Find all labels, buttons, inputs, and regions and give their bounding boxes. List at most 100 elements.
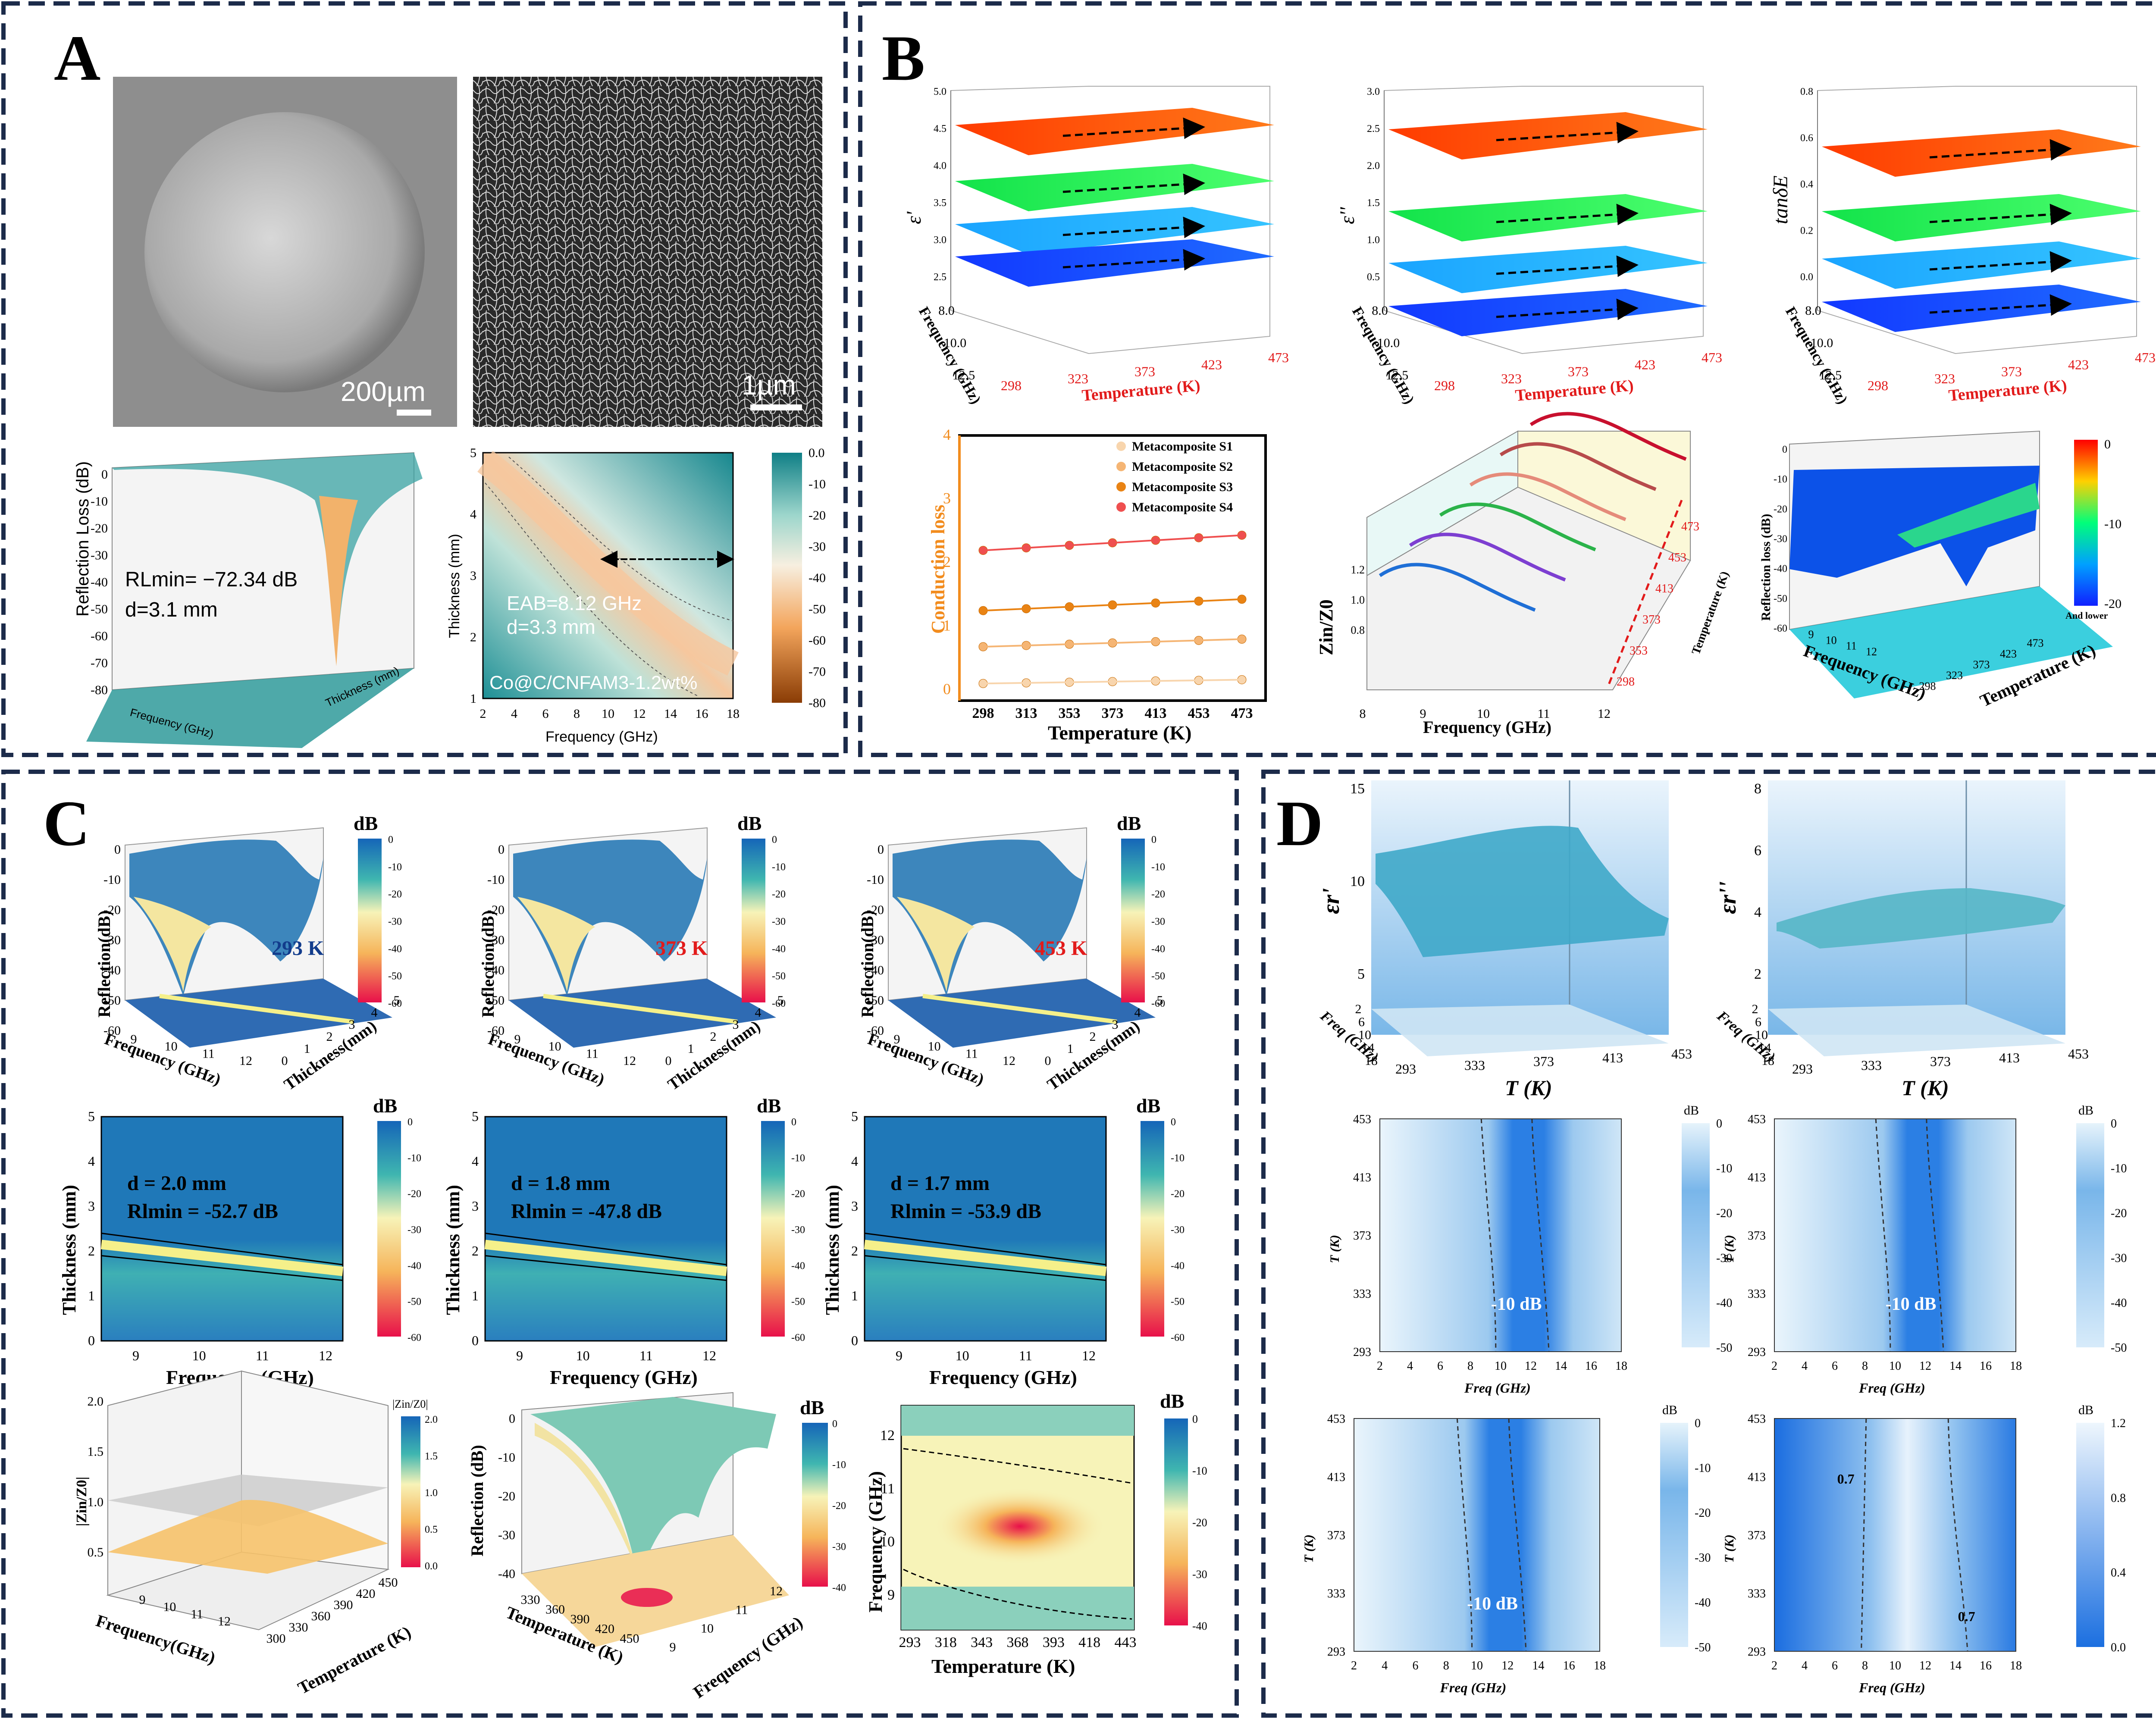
a-contour-xtick: 16 <box>696 707 708 721</box>
c-map-xtick: 443 <box>1115 1634 1137 1650</box>
d-freq3d-tick: 2 <box>1752 1002 1758 1016</box>
d-t3d-tick: 333 <box>1861 1057 1882 1073</box>
c-row1-ftick: 12 <box>1003 1054 1015 1068</box>
c-row2-cbar-tick: -50 <box>1171 1296 1185 1308</box>
c-z3d-ztick: 0.5 <box>88 1545 104 1559</box>
c-contour-2: d = 1.8 mm Rlmin = -47.8 dB Thickness (mm)… <box>442 1095 805 1388</box>
b-freq-tick: 8.0 <box>1372 304 1388 318</box>
d-map-cbar-tick: -50 <box>1695 1641 1711 1654</box>
b-rl-ytick: -20 <box>1774 504 1787 515</box>
c-z3d-cbar-tick: 2.0 <box>425 1414 438 1425</box>
b-plot-ytick: 0.6 <box>1800 133 1813 144</box>
panel-d-border <box>1261 770 2156 1718</box>
d-freq3d-tick: 6 <box>1755 1015 1761 1029</box>
d-t3d-label: T (K) <box>1505 1076 1552 1100</box>
c-row2-colorbar <box>1141 1121 1164 1337</box>
b-layer-arrow <box>1062 249 1205 271</box>
c-row1-ytick: -60 <box>103 1024 121 1038</box>
b-plot-ytick: 0.2 <box>1800 225 1813 237</box>
c-row1-ttick: 2 <box>326 1030 333 1044</box>
c-row2-d: d = 2.0 mm <box>127 1172 226 1195</box>
d-map-xtick: 8 <box>1862 1659 1868 1672</box>
b-plot-ytick: 0.5 <box>1367 272 1380 283</box>
d-map-1: -10 dB T (K) 453 413 373 333 293 2 4 6 8 10 12 14 16 18… <box>1328 1103 1732 1396</box>
c-row1-cbar-tick: -50 <box>388 971 402 982</box>
a-contour-ytick: 1 <box>470 692 476 706</box>
a-cbar-tick: -50 <box>808 602 826 617</box>
a-rl3d-ytick: -10 <box>91 495 108 509</box>
c-map-xlabel: Temperature (K) <box>931 1655 1075 1677</box>
d-map-cbar-tick: 0.4 <box>2111 1566 2126 1580</box>
c-rl3d-band <box>543 994 738 1024</box>
b-plot-ytick: 4.5 <box>934 123 946 135</box>
a-rl3d-ytick: -80 <box>91 683 108 697</box>
b-cond-xtick: 453 <box>1188 705 1210 721</box>
d-map-xlabel: Freq (GHz) <box>1858 1680 1925 1695</box>
a-contour-ytick: 5 <box>470 446 476 460</box>
b-rl-ttick: 298 <box>1919 680 1936 692</box>
b-layer-arrow <box>1929 204 2072 225</box>
c-row1-ftick: 12 <box>239 1054 252 1068</box>
c-row2-xtick: 11 <box>256 1348 269 1363</box>
c-row1-ytick: -30 <box>103 933 121 947</box>
c-row2-ytick: 4 <box>88 1153 95 1169</box>
d-map-xtick: 12 <box>1501 1659 1514 1672</box>
d-map-ytick: 333 <box>1748 1287 1766 1301</box>
c-z3d-ttick: 390 <box>334 1598 353 1612</box>
d-map-xtick: 8 <box>1467 1359 1473 1373</box>
c-rl3d-cbar-tick: -20 <box>832 1500 846 1512</box>
c-row1-temp: 373 K <box>655 937 708 960</box>
d-eps-ytick: 10 <box>1350 874 1365 889</box>
a-rl3d-ytick: -40 <box>91 575 108 589</box>
b-freq-label: Frequency (GHz) <box>1349 304 1417 407</box>
c-row2-cbar-tick: -10 <box>1171 1152 1185 1164</box>
c-map-ytick: 12 <box>880 1428 895 1443</box>
b-rl-ytick: 0 <box>1782 444 1787 455</box>
b-plot-ytick: 3.5 <box>934 197 946 209</box>
c-row1-ttick: 1 <box>1067 1042 1074 1056</box>
c-z3d-cbar-tick: 1.5 <box>425 1451 438 1462</box>
d-freq3d-tick: 14 <box>1362 1041 1375 1055</box>
c-row1-cbar-tick: -40 <box>772 943 786 955</box>
c-row2-ytick: 1 <box>88 1288 95 1303</box>
c-row2-cbar-tick: -30 <box>407 1224 421 1236</box>
d-eps-ytick: 6 <box>1754 842 1761 858</box>
d-map-xtick: 6 <box>1832 1359 1838 1373</box>
d-map-xlabel: Freq (GHz) <box>1464 1380 1531 1396</box>
b-plot-ytick: 0.0 <box>1800 272 1813 283</box>
b-z-ttick: 473 <box>1681 520 1699 533</box>
b-plot-ytick: 2.0 <box>1367 160 1380 172</box>
d-map-xtick: 4 <box>1407 1359 1413 1373</box>
b-z-xlabel: Frequency (GHz) <box>1423 717 1551 737</box>
c-z3d-colorbar <box>401 1416 420 1567</box>
c-row1-cbar-tick: -50 <box>1151 971 1165 982</box>
d-eps-ytick: 4 <box>1754 905 1761 921</box>
c-rl3d-ttick: 450 <box>620 1631 639 1646</box>
c-row2-cbar-tick: -50 <box>407 1296 421 1308</box>
c-row1-cbar-unit: dB <box>737 812 761 834</box>
c-row1-colorbar <box>1121 839 1145 1002</box>
c-rl3d-ftick: 11 <box>736 1603 748 1617</box>
d-freq3d-tick: 18 <box>1365 1054 1378 1068</box>
d-map-cbar-tick: 0 <box>1695 1417 1701 1430</box>
d-map-cbar-tick: -40 <box>1695 1596 1711 1609</box>
b-freq-tick: 12.5 <box>1386 368 1409 382</box>
a-contour-xtick: 4 <box>511 707 517 721</box>
c-row2-xtick: 11 <box>1019 1348 1032 1363</box>
b-cond-legend-marker <box>1116 441 1126 451</box>
b-rl-cbar-note: And lower <box>2065 610 2108 621</box>
c-row2-ylabel: Thickness (mm) <box>822 1185 843 1315</box>
d-map-xlabel: Freq (GHz) <box>1440 1680 1507 1695</box>
b-cond-line <box>983 638 1242 648</box>
d-map-cbar-tick: -10 <box>1716 1162 1732 1175</box>
a-contour-ytick: 3 <box>470 569 476 583</box>
d-map-ytick: 333 <box>1748 1587 1766 1600</box>
c-row1-cbar-tick: -10 <box>388 861 402 873</box>
c-row2-xtick: 12 <box>702 1348 716 1363</box>
c-rl3d-ytick: 0 <box>509 1412 515 1426</box>
c-rl3d-band <box>159 994 354 1024</box>
c-row1-cbar-tick: 0 <box>772 834 777 845</box>
d-map-cbar-unit: dB <box>2078 1103 2093 1118</box>
d-map-ylabel: T (K) <box>1302 1534 1316 1563</box>
d-map-3: -10 dB T (K) 453 413 373 333 293 2 4 6 8 10 12 14 16 18… <box>1302 1403 1711 1695</box>
